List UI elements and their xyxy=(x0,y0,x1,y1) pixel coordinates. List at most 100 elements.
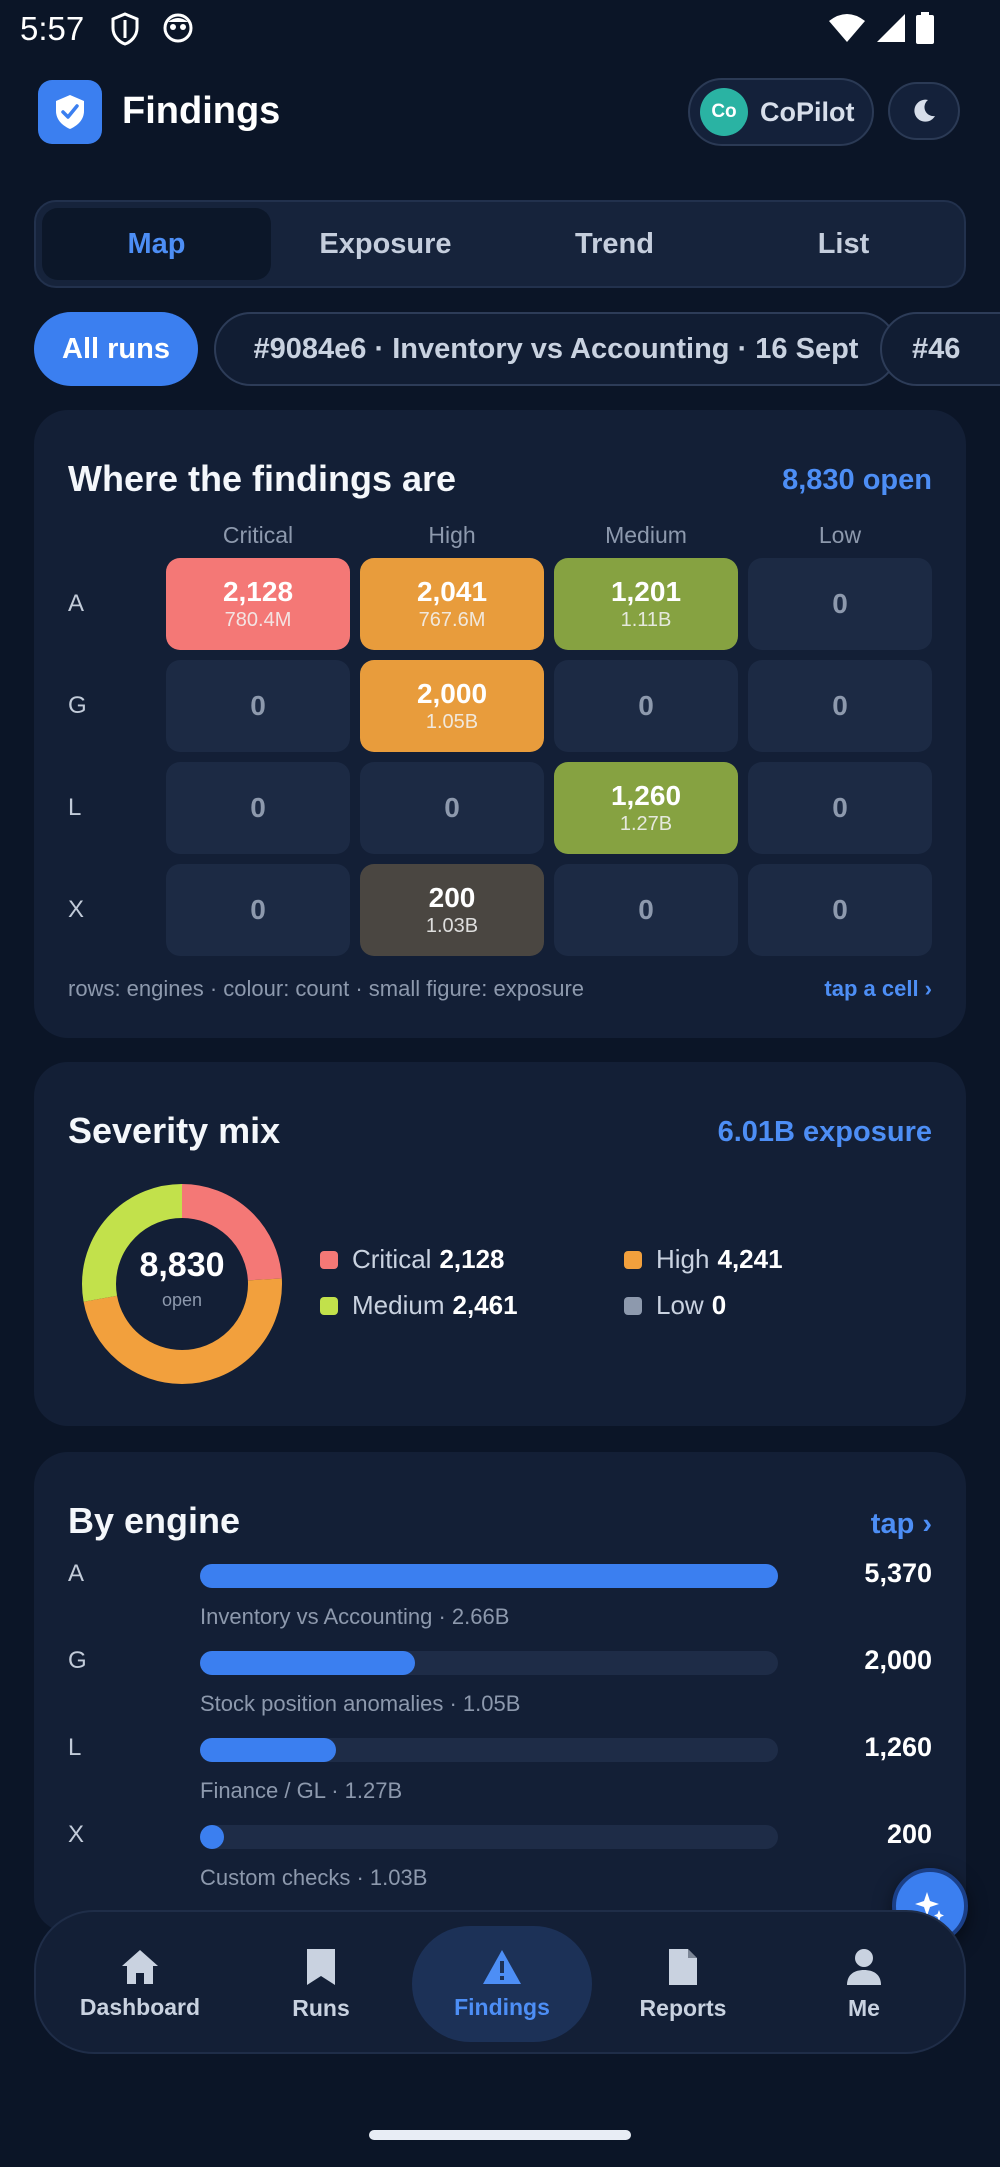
copilot-button[interactable]: Co CoPilot xyxy=(688,78,874,146)
run-chip[interactable]: #46 xyxy=(880,312,1000,386)
engine-label: X xyxy=(68,1821,85,1848)
severity-column-header: Critical xyxy=(222,522,294,548)
shield-icon xyxy=(110,12,140,51)
signal-icon xyxy=(877,14,905,42)
run-chip[interactable]: #9084e6 · Inventory vs Accounting · 16 S… xyxy=(214,312,898,386)
engine-count: 2,000 xyxy=(864,1645,932,1675)
heatmap-cell[interactable]: 0 xyxy=(166,762,350,854)
heatmap-cell[interactable]: 0 xyxy=(748,864,932,956)
wifi-icon xyxy=(829,14,865,42)
legend-swatch xyxy=(624,1250,642,1269)
legend-high[interactable]: High 4,241 xyxy=(624,1244,783,1275)
engine-row-label: G xyxy=(68,692,87,719)
cell-count: 2,000 xyxy=(416,677,488,709)
battery-icon xyxy=(916,12,934,44)
legend-low[interactable]: Low 0 xyxy=(624,1290,726,1321)
nav-item-findings[interactable]: Findings xyxy=(412,1926,592,2042)
robot-face-icon xyxy=(162,12,194,49)
severity-column-header: Low xyxy=(818,522,862,548)
status-bar: 5:57 xyxy=(0,0,1000,62)
legend-value: 0 xyxy=(711,1290,727,1320)
heatmap-cell[interactable]: 0 xyxy=(748,762,932,854)
engine-bar-track[interactable] xyxy=(200,1564,778,1588)
engine-row-label: L xyxy=(68,794,82,821)
tab-trend[interactable]: Trend xyxy=(575,227,654,260)
heatmap-cell[interactable]: 0 xyxy=(554,660,738,752)
legend-label: High xyxy=(656,1244,710,1274)
all-runs-chip[interactable]: All runs xyxy=(34,312,198,386)
engine-bar-track[interactable] xyxy=(200,1825,778,1849)
copilot-label: CoPilot xyxy=(760,96,855,127)
heatmap-cell[interactable]: 2,128 780.4M xyxy=(166,558,350,650)
tab-exposure[interactable]: Exposure xyxy=(319,227,452,260)
legend-swatch xyxy=(624,1296,642,1315)
shield-check-icon xyxy=(56,95,84,129)
nav-item-reports[interactable]: Reports xyxy=(593,1926,773,2042)
legend-swatch xyxy=(320,1296,338,1315)
home-indicator[interactable] xyxy=(369,2130,631,2140)
engine-bar-track[interactable] xyxy=(200,1738,778,1762)
legend-critical[interactable]: Critical 2,128 xyxy=(320,1244,505,1275)
by-engine-tap-link[interactable]: tap › xyxy=(870,1508,932,1540)
run-filter-chips: All runs #9084e6 · Inventory vs Accounti… xyxy=(34,312,1000,388)
engine-label: L xyxy=(68,1734,82,1761)
cell-count: 1,260 xyxy=(610,779,682,811)
engine-bar-track[interactable] xyxy=(200,1651,778,1675)
engine-label: A xyxy=(68,1560,85,1587)
cell-count: 0 xyxy=(832,791,848,823)
heatmap-cell[interactable]: 1,201 1.11B xyxy=(554,558,738,650)
cell-count: 2,128 xyxy=(222,575,294,607)
engine-bar-fill xyxy=(200,1825,225,1849)
nav-item-me[interactable]: Me xyxy=(774,1926,954,2042)
by-engine-card: By engine tap › A 5,370 Inventory vs Accou… xyxy=(34,1452,966,1932)
donut-total: 8,830 xyxy=(139,1246,225,1284)
severity-column-header: Medium xyxy=(605,522,687,548)
engine-label: G xyxy=(68,1647,87,1674)
legend-swatch xyxy=(320,1250,338,1269)
legend-value: 4,241 xyxy=(717,1244,783,1274)
sparkle-icon xyxy=(915,1892,944,1921)
cell-count: 0 xyxy=(638,893,654,925)
heatmap-cell[interactable]: 0 xyxy=(748,558,932,650)
heatmap-cell[interactable]: 2,041 767.6M xyxy=(360,558,544,650)
donut-slice-medium[interactable] xyxy=(82,1184,282,1384)
cell-count: 2,041 xyxy=(416,575,488,607)
nav-item-runs[interactable]: Runs xyxy=(231,1926,411,2042)
heatmap-cell[interactable]: 0 xyxy=(166,864,350,956)
nav-item-dashboard[interactable]: Dashboard xyxy=(50,1926,230,2042)
heatmap-cell[interactable]: 200 1.03B xyxy=(360,864,544,956)
engine-count: 200 xyxy=(886,1819,932,1849)
heatmap-cell[interactable]: 0 xyxy=(554,864,738,956)
warning-icon xyxy=(483,1949,521,1984)
tap-cell-link[interactable]: tap a cell › xyxy=(824,976,932,1001)
moon-icon xyxy=(914,99,935,122)
system-status-icons xyxy=(828,12,934,44)
donut-slice-high[interactable] xyxy=(82,1184,282,1384)
severity-donut-chart xyxy=(82,1184,282,1384)
legend-value: 2,128 xyxy=(439,1244,505,1274)
legend-medium[interactable]: Medium 2,461 xyxy=(320,1290,518,1321)
nav-label: Runs xyxy=(292,1994,350,2021)
nav-label: Dashboard xyxy=(79,1993,201,2020)
cell-count: 200 xyxy=(428,881,476,913)
tab-list[interactable]: List xyxy=(817,227,870,260)
heatmap-cell[interactable]: 1,260 1.27B xyxy=(554,762,738,854)
cell-count: 0 xyxy=(832,587,848,619)
legend-label: Medium xyxy=(352,1290,445,1320)
severity-mix-title: Severity mix xyxy=(68,1110,281,1151)
theme-toggle-button[interactable] xyxy=(888,82,960,140)
heatmap-cell[interactable]: 2,000 1.05B xyxy=(360,660,544,752)
engine-bar-fill xyxy=(200,1738,336,1762)
heatmap-cell[interactable]: 0 xyxy=(166,660,350,752)
bottom-navigation: Dashboard Runs Findings Reports Me xyxy=(34,1910,966,2054)
page-title: Findings xyxy=(122,90,281,132)
view-tabs: Map Exposure Trend List xyxy=(34,200,966,288)
engine-bar-fill xyxy=(200,1564,778,1588)
heatmap-cell[interactable]: 0 xyxy=(360,762,544,854)
tab-map[interactable]: Map xyxy=(42,208,271,280)
heatmap-cell[interactable]: 0 xyxy=(748,660,932,752)
cell-count: 0 xyxy=(638,689,654,721)
open-count-badge: 8,830 open xyxy=(782,464,932,496)
cell-count: 0 xyxy=(832,689,848,721)
cell-exposure: 1.27B xyxy=(619,813,673,836)
